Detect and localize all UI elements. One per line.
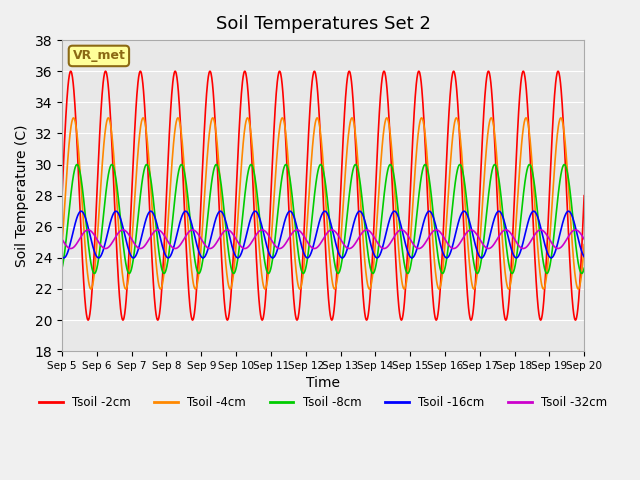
Line: Tsoil -32cm: Tsoil -32cm [62, 230, 584, 249]
Tsoil -8cm [300, 270, 308, 276]
Tsoil -8cm [120, 249, 128, 254]
Tsoil -8cm [356, 175, 364, 181]
Tsoil -8cm [578, 271, 586, 276]
Tsoil -8cm [58, 265, 66, 271]
X-axis label: Time: Time [306, 376, 340, 390]
Tsoil -32cm [356, 234, 364, 240]
Text: VR_met: VR_met [72, 49, 125, 62]
Tsoil -32cm [67, 246, 75, 252]
Tsoil -2cm [120, 315, 128, 321]
Line: Tsoil -8cm: Tsoil -8cm [62, 165, 584, 274]
Tsoil -4cm [120, 282, 128, 288]
Tsoil -32cm [120, 227, 128, 233]
Tsoil -16cm [580, 254, 588, 260]
Tsoil -32cm [572, 227, 579, 233]
Tsoil -16cm [300, 251, 308, 257]
Tsoil -8cm [73, 162, 81, 168]
Tsoil -16cm [99, 249, 107, 254]
Tsoil -4cm [58, 242, 66, 248]
Tsoil -32cm [580, 236, 588, 242]
Tsoil -4cm [580, 242, 588, 248]
Tsoil -4cm [99, 155, 107, 160]
Tsoil -16cm [60, 255, 68, 261]
Tsoil -2cm [300, 228, 308, 233]
Tsoil -16cm [291, 216, 298, 222]
Tsoil -8cm [291, 217, 298, 223]
Tsoil -32cm [291, 228, 298, 234]
Tsoil -2cm [58, 193, 66, 199]
Tsoil -2cm [572, 317, 579, 323]
Tsoil -2cm [99, 84, 107, 89]
Tsoil -16cm [58, 254, 66, 260]
Tsoil -8cm [280, 165, 288, 171]
Tsoil -8cm [580, 265, 588, 271]
Line: Tsoil -2cm: Tsoil -2cm [62, 71, 584, 320]
Legend: Tsoil -2cm, Tsoil -4cm, Tsoil -8cm, Tsoil -16cm, Tsoil -32cm: Tsoil -2cm, Tsoil -4cm, Tsoil -8cm, Tsoi… [35, 391, 612, 414]
Tsoil -2cm [580, 193, 588, 199]
Tsoil -2cm [67, 68, 75, 74]
Tsoil -32cm [99, 244, 107, 250]
Tsoil -16cm [120, 229, 128, 235]
Tsoil -4cm [291, 253, 298, 259]
Line: Tsoil -4cm: Tsoil -4cm [62, 118, 584, 289]
Title: Soil Temperatures Set 2: Soil Temperatures Set 2 [216, 15, 431, 33]
Tsoil -16cm [356, 208, 364, 214]
Tsoil -4cm [300, 261, 308, 267]
Tsoil -16cm [280, 221, 288, 227]
Line: Tsoil -16cm: Tsoil -16cm [62, 211, 584, 258]
Tsoil -32cm [300, 234, 308, 240]
Tsoil -2cm [356, 228, 364, 234]
Tsoil -8cm [99, 219, 107, 225]
Tsoil -32cm [280, 243, 288, 249]
Tsoil -32cm [58, 236, 66, 242]
Tsoil -4cm [70, 115, 77, 121]
Y-axis label: Soil Temperature (C): Soil Temperature (C) [15, 124, 29, 267]
Tsoil -4cm [575, 286, 582, 292]
Tsoil -2cm [280, 104, 288, 110]
Tsoil -16cm [564, 208, 572, 214]
Tsoil -4cm [356, 182, 364, 188]
Tsoil -2cm [291, 307, 298, 312]
Tsoil -4cm [280, 118, 288, 124]
